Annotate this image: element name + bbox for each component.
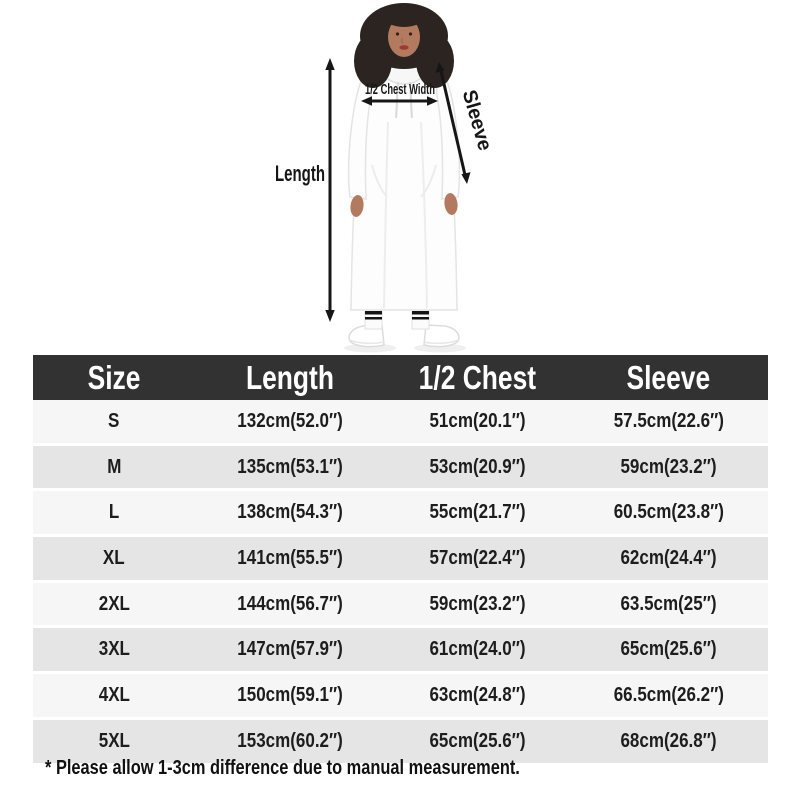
chest-cell: 55cm(21.7″): [429, 501, 526, 524]
size-cell: M: [106, 455, 121, 478]
table-row-xl: XL 141cm(55.5″) 57cm(22.4″) 62cm(24.4″): [33, 537, 768, 583]
measurement-disclaimer: * Please allow 1-3cm difference due to m…: [45, 757, 785, 780]
chest-annotation: 1/2 Chest Width: [361, 82, 438, 106]
sleeve-cell: 66.5cm(26.2″): [613, 683, 724, 706]
header-size: Size: [87, 359, 141, 396]
measurement-diagram: Length 1/2 Chest Width Sleeve: [0, 0, 800, 353]
sleeve-cell: 63.5cm(25″): [620, 592, 717, 615]
length-cell: 132cm(52.0″): [237, 409, 343, 432]
arrowhead-up-icon: [325, 58, 335, 70]
length-label: Length: [275, 161, 325, 186]
table-row-3xl: 3XL 147cm(57.9″) 61cm(24.0″) 65cm(25.6″): [33, 628, 768, 675]
model-hand: [350, 195, 364, 217]
length-cell: 153cm(60.2″): [237, 729, 343, 752]
model-head: [354, 3, 454, 88]
chest-cell: 59cm(23.2″): [429, 592, 526, 615]
header-chest: 1/2 Chest: [418, 359, 537, 396]
size-table: Size Length 1/2 Chest Sleeve S 132cm(52.…: [33, 355, 768, 766]
table-row-2xl: 2XL 144cm(56.7″) 59cm(23.2″) 63.5cm(25″): [33, 582, 768, 629]
length-cell: 138cm(54.3″): [237, 501, 343, 524]
table-row-4xl: 4XL 150cm(59.1″) 63cm(24.8″) 66.5cm(26.2…: [33, 674, 768, 720]
size-cell: XL: [102, 546, 125, 569]
model-lips: [399, 45, 409, 50]
model-face: [388, 17, 420, 57]
table-row-5xl: 5XL 153cm(60.2″) 65cm(25.6″) 68cm(26.8″): [33, 719, 768, 766]
length-cell: 144cm(56.7″): [237, 592, 343, 615]
size-cell: 3XL: [98, 638, 130, 661]
size-cell: 4XL: [98, 683, 130, 706]
arrowhead-downright-icon: [461, 172, 471, 184]
length-cell: 147cm(57.9″): [237, 638, 343, 661]
chest-cell: 53cm(20.9″): [429, 455, 526, 478]
chest-cell: 51cm(20.1″): [429, 409, 526, 432]
length-annotation: Length: [275, 58, 335, 322]
arrowhead-left-icon: [361, 96, 372, 106]
arrowhead-upleft-icon: [435, 62, 445, 73]
length-cell: 141cm(55.5″): [237, 546, 343, 569]
size-cell: 2XL: [98, 592, 130, 615]
arrowhead-right-icon: [427, 96, 438, 106]
sleeve-cell: 59cm(23.2″): [620, 455, 717, 478]
header-sleeve: Sleeve: [626, 359, 711, 396]
disclaimer-text: * Please allow 1-3cm difference due to m…: [45, 757, 520, 779]
sleeve-cell: 60.5cm(23.8″): [613, 501, 724, 524]
chest-width-label: 1/2 Chest Width: [365, 82, 435, 98]
sleeve-cell: 57.5cm(22.6″): [613, 409, 724, 432]
length-cell: 135cm(53.1″): [237, 455, 343, 478]
table-row-s: S 132cm(52.0″) 51cm(20.1″) 57.5cm(22.6″): [33, 400, 768, 446]
sleeve-cell: 62cm(24.4″): [620, 546, 717, 569]
striped-socks: [364, 304, 430, 330]
arrowhead-down-icon: [325, 310, 335, 322]
sleeve-label: Sleeve: [458, 88, 496, 154]
sleeve-cell: 65cm(25.6″): [620, 638, 717, 661]
table-row-m: M 135cm(53.1″) 53cm(20.9″) 59cm(23.2″): [33, 445, 768, 492]
size-cell: 5XL: [98, 729, 130, 752]
sneakers: [348, 324, 460, 348]
chest-cell: 61cm(24.0″): [429, 638, 526, 661]
table-row-l: L 138cm(54.3″) 55cm(21.7″) 60.5cm(23.8″): [33, 491, 768, 538]
size-cell: S: [108, 409, 120, 432]
table-header-row: Size Length 1/2 Chest Sleeve: [33, 355, 768, 400]
chest-cell: 57cm(22.4″): [429, 546, 526, 569]
model-hand: [444, 193, 458, 215]
length-cell: 150cm(59.1″): [237, 683, 343, 706]
size-cell: L: [108, 501, 120, 524]
model-illustration: Length 1/2 Chest Width Sleeve: [275, 3, 496, 353]
chest-cell: 65cm(25.6″): [429, 729, 526, 752]
sleeve-cell: 68cm(26.8″): [620, 729, 717, 752]
hoodie-dress: [347, 56, 461, 311]
header-length: Length: [246, 359, 335, 396]
chest-cell: 63cm(24.8″): [429, 683, 526, 706]
